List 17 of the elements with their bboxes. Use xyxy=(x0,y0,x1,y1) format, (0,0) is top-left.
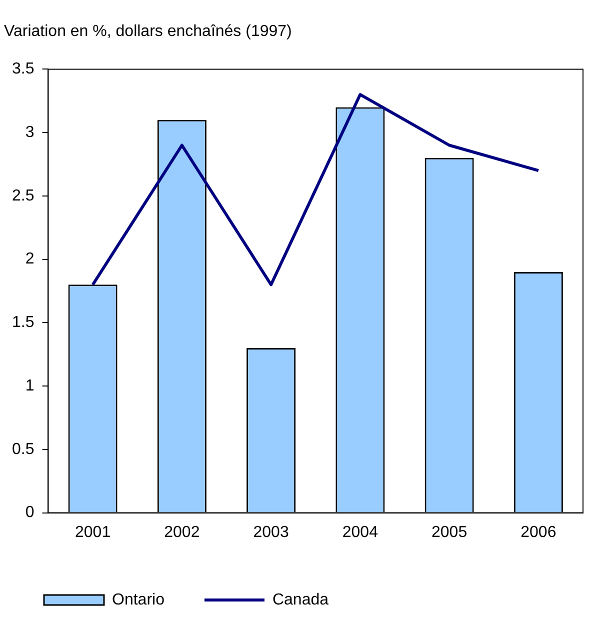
chart-title: Variation en %, dollars enchaînés (1997) xyxy=(4,23,292,40)
y-tick-label: 2.5 xyxy=(12,187,34,204)
y-tick-label: 0.5 xyxy=(12,440,34,458)
x-tick-label: 2001 xyxy=(75,524,111,541)
y-tick-label: 1 xyxy=(25,377,34,394)
y-tick-label: 2 xyxy=(25,250,34,268)
y-tick-label: 3.5 xyxy=(12,60,34,78)
y-tick-label: 1.5 xyxy=(12,314,34,332)
x-tick-label: 2003 xyxy=(253,524,289,541)
x-tick-label: 2006 xyxy=(520,524,556,541)
legend-label: Canada xyxy=(272,591,329,608)
x-tick-label: 2004 xyxy=(342,524,378,541)
y-tick-label: 0 xyxy=(25,504,34,522)
legend-label: Ontario xyxy=(112,591,165,608)
x-tick-label: 2005 xyxy=(432,524,468,541)
x-tick-label: 2002 xyxy=(164,524,200,541)
y-tick-label: 3 xyxy=(25,124,34,141)
